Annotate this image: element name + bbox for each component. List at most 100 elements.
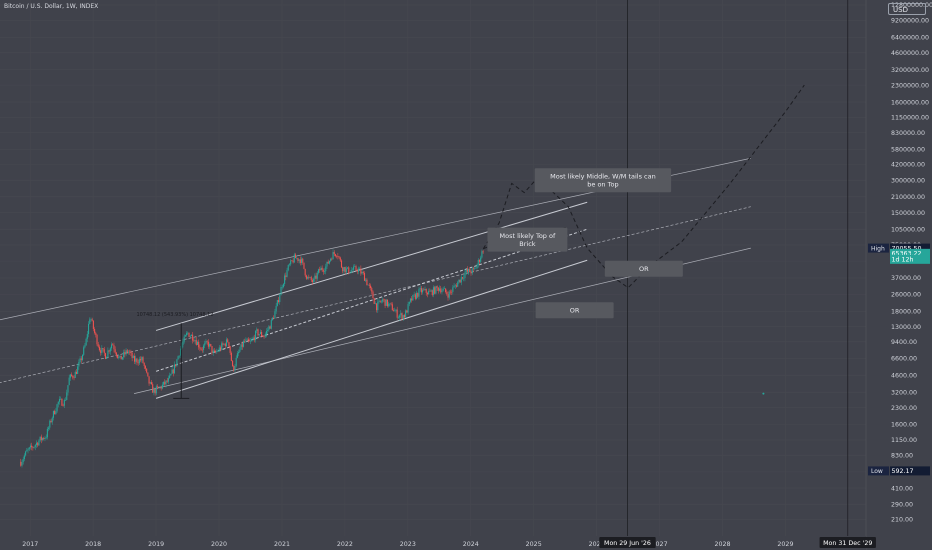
candle-body bbox=[278, 300, 280, 303]
candle-body bbox=[121, 357, 123, 360]
candle-body bbox=[367, 284, 369, 286]
candle-body bbox=[321, 267, 323, 271]
candle-body bbox=[310, 277, 312, 281]
candle-body bbox=[475, 268, 477, 269]
y-tick-label: 210000.00 bbox=[891, 194, 925, 201]
annotation-text: be on Top bbox=[587, 180, 618, 188]
price-tag-high: 70055.50 High bbox=[868, 243, 930, 253]
candle-body bbox=[425, 288, 427, 293]
candle-body bbox=[230, 352, 232, 361]
candle-body bbox=[138, 359, 140, 364]
candle-body bbox=[46, 428, 48, 438]
x-tick-label: 2023 bbox=[400, 541, 416, 548]
candle-body bbox=[434, 287, 436, 294]
candle-body bbox=[414, 294, 416, 299]
candle-body bbox=[293, 254, 295, 263]
candle-body bbox=[354, 266, 356, 267]
candle-body bbox=[468, 269, 470, 272]
candle-body bbox=[107, 350, 109, 357]
x-tick-label: 2025 bbox=[526, 541, 542, 548]
candle-body bbox=[262, 336, 264, 337]
candle-body bbox=[170, 373, 172, 376]
candle-body bbox=[281, 286, 283, 288]
candle-body bbox=[51, 417, 53, 423]
candle-body bbox=[94, 328, 96, 333]
candle-body bbox=[428, 290, 430, 295]
candle-body bbox=[373, 298, 375, 304]
candle-body bbox=[171, 369, 173, 374]
candle-body bbox=[399, 315, 401, 318]
candle-body bbox=[89, 319, 91, 324]
y-tick-label: 18000.00 bbox=[891, 309, 921, 316]
candle-body bbox=[298, 259, 300, 261]
candle-body bbox=[347, 267, 349, 269]
candle-body bbox=[446, 291, 448, 295]
candle-body bbox=[447, 294, 449, 298]
candle-body bbox=[411, 298, 413, 301]
candle-body bbox=[144, 366, 146, 369]
candle-body bbox=[403, 315, 405, 318]
candle-body bbox=[52, 410, 54, 418]
y-tick-label: 26000.00 bbox=[891, 292, 921, 299]
candle-body bbox=[397, 317, 399, 319]
candle-body bbox=[257, 329, 259, 336]
candle-body bbox=[150, 382, 153, 385]
candle-body bbox=[263, 336, 265, 338]
candle-body bbox=[297, 257, 299, 261]
annotation: 10748.12 (543.93%) 10748.12 bbox=[136, 312, 213, 318]
candle-body bbox=[117, 355, 119, 358]
candle-body bbox=[81, 354, 84, 361]
candle-body bbox=[153, 388, 155, 393]
candle-body bbox=[192, 334, 194, 341]
candle-body bbox=[252, 337, 254, 340]
candle-body bbox=[54, 410, 56, 415]
candle-body bbox=[190, 334, 192, 336]
candle-body bbox=[195, 340, 197, 345]
y-tick-label: 13000.00 bbox=[891, 324, 921, 331]
candle-body bbox=[71, 374, 73, 376]
candle-body bbox=[380, 301, 382, 303]
candle-body bbox=[179, 348, 182, 356]
candle-body bbox=[343, 267, 345, 272]
y-tick-label: 1150.00 bbox=[891, 437, 917, 444]
vertical-marker-label: Mon 31 Dec '29 bbox=[823, 540, 872, 547]
candle-body bbox=[286, 270, 288, 277]
candle-body bbox=[332, 252, 334, 260]
annotation-box bbox=[487, 227, 568, 252]
candle-body bbox=[75, 371, 77, 374]
candle-body bbox=[274, 311, 276, 319]
candle-body bbox=[357, 268, 359, 272]
candle-body bbox=[407, 304, 409, 313]
candle-body bbox=[412, 294, 414, 301]
candle-body bbox=[172, 369, 174, 374]
price-tag-value: 65363.22 bbox=[892, 251, 922, 258]
candle-body bbox=[451, 291, 453, 293]
candle-body bbox=[91, 319, 93, 321]
y-tick-label: 9200000.00 bbox=[891, 18, 929, 25]
currency-selector[interactable]: USD bbox=[888, 3, 926, 15]
y-tick-label: 830000.00 bbox=[891, 130, 925, 137]
vertical-marker-label: Mon 29 Jun '26 bbox=[604, 540, 651, 547]
candle-body bbox=[218, 347, 220, 352]
candle-body bbox=[273, 317, 275, 319]
candle-body bbox=[152, 384, 154, 393]
candle-body bbox=[133, 355, 136, 362]
candle-body bbox=[477, 259, 479, 265]
candle-body bbox=[27, 449, 29, 451]
y-tick-label: 290.00 bbox=[891, 501, 913, 508]
candle-body bbox=[173, 364, 176, 374]
candle-body bbox=[120, 355, 122, 360]
candle-body bbox=[344, 267, 346, 273]
candle-body bbox=[58, 399, 61, 402]
x-tick-label: 2021 bbox=[274, 541, 290, 548]
candle-body bbox=[25, 451, 27, 456]
candle-body bbox=[369, 285, 372, 289]
candle-body bbox=[114, 349, 116, 353]
y-tick-label: 2300.00 bbox=[891, 405, 917, 412]
candle-body bbox=[251, 339, 253, 341]
annotation-text: Most likely Middle, W/M tails can bbox=[550, 172, 656, 180]
candle-body bbox=[244, 341, 246, 342]
candle-body bbox=[83, 347, 85, 355]
